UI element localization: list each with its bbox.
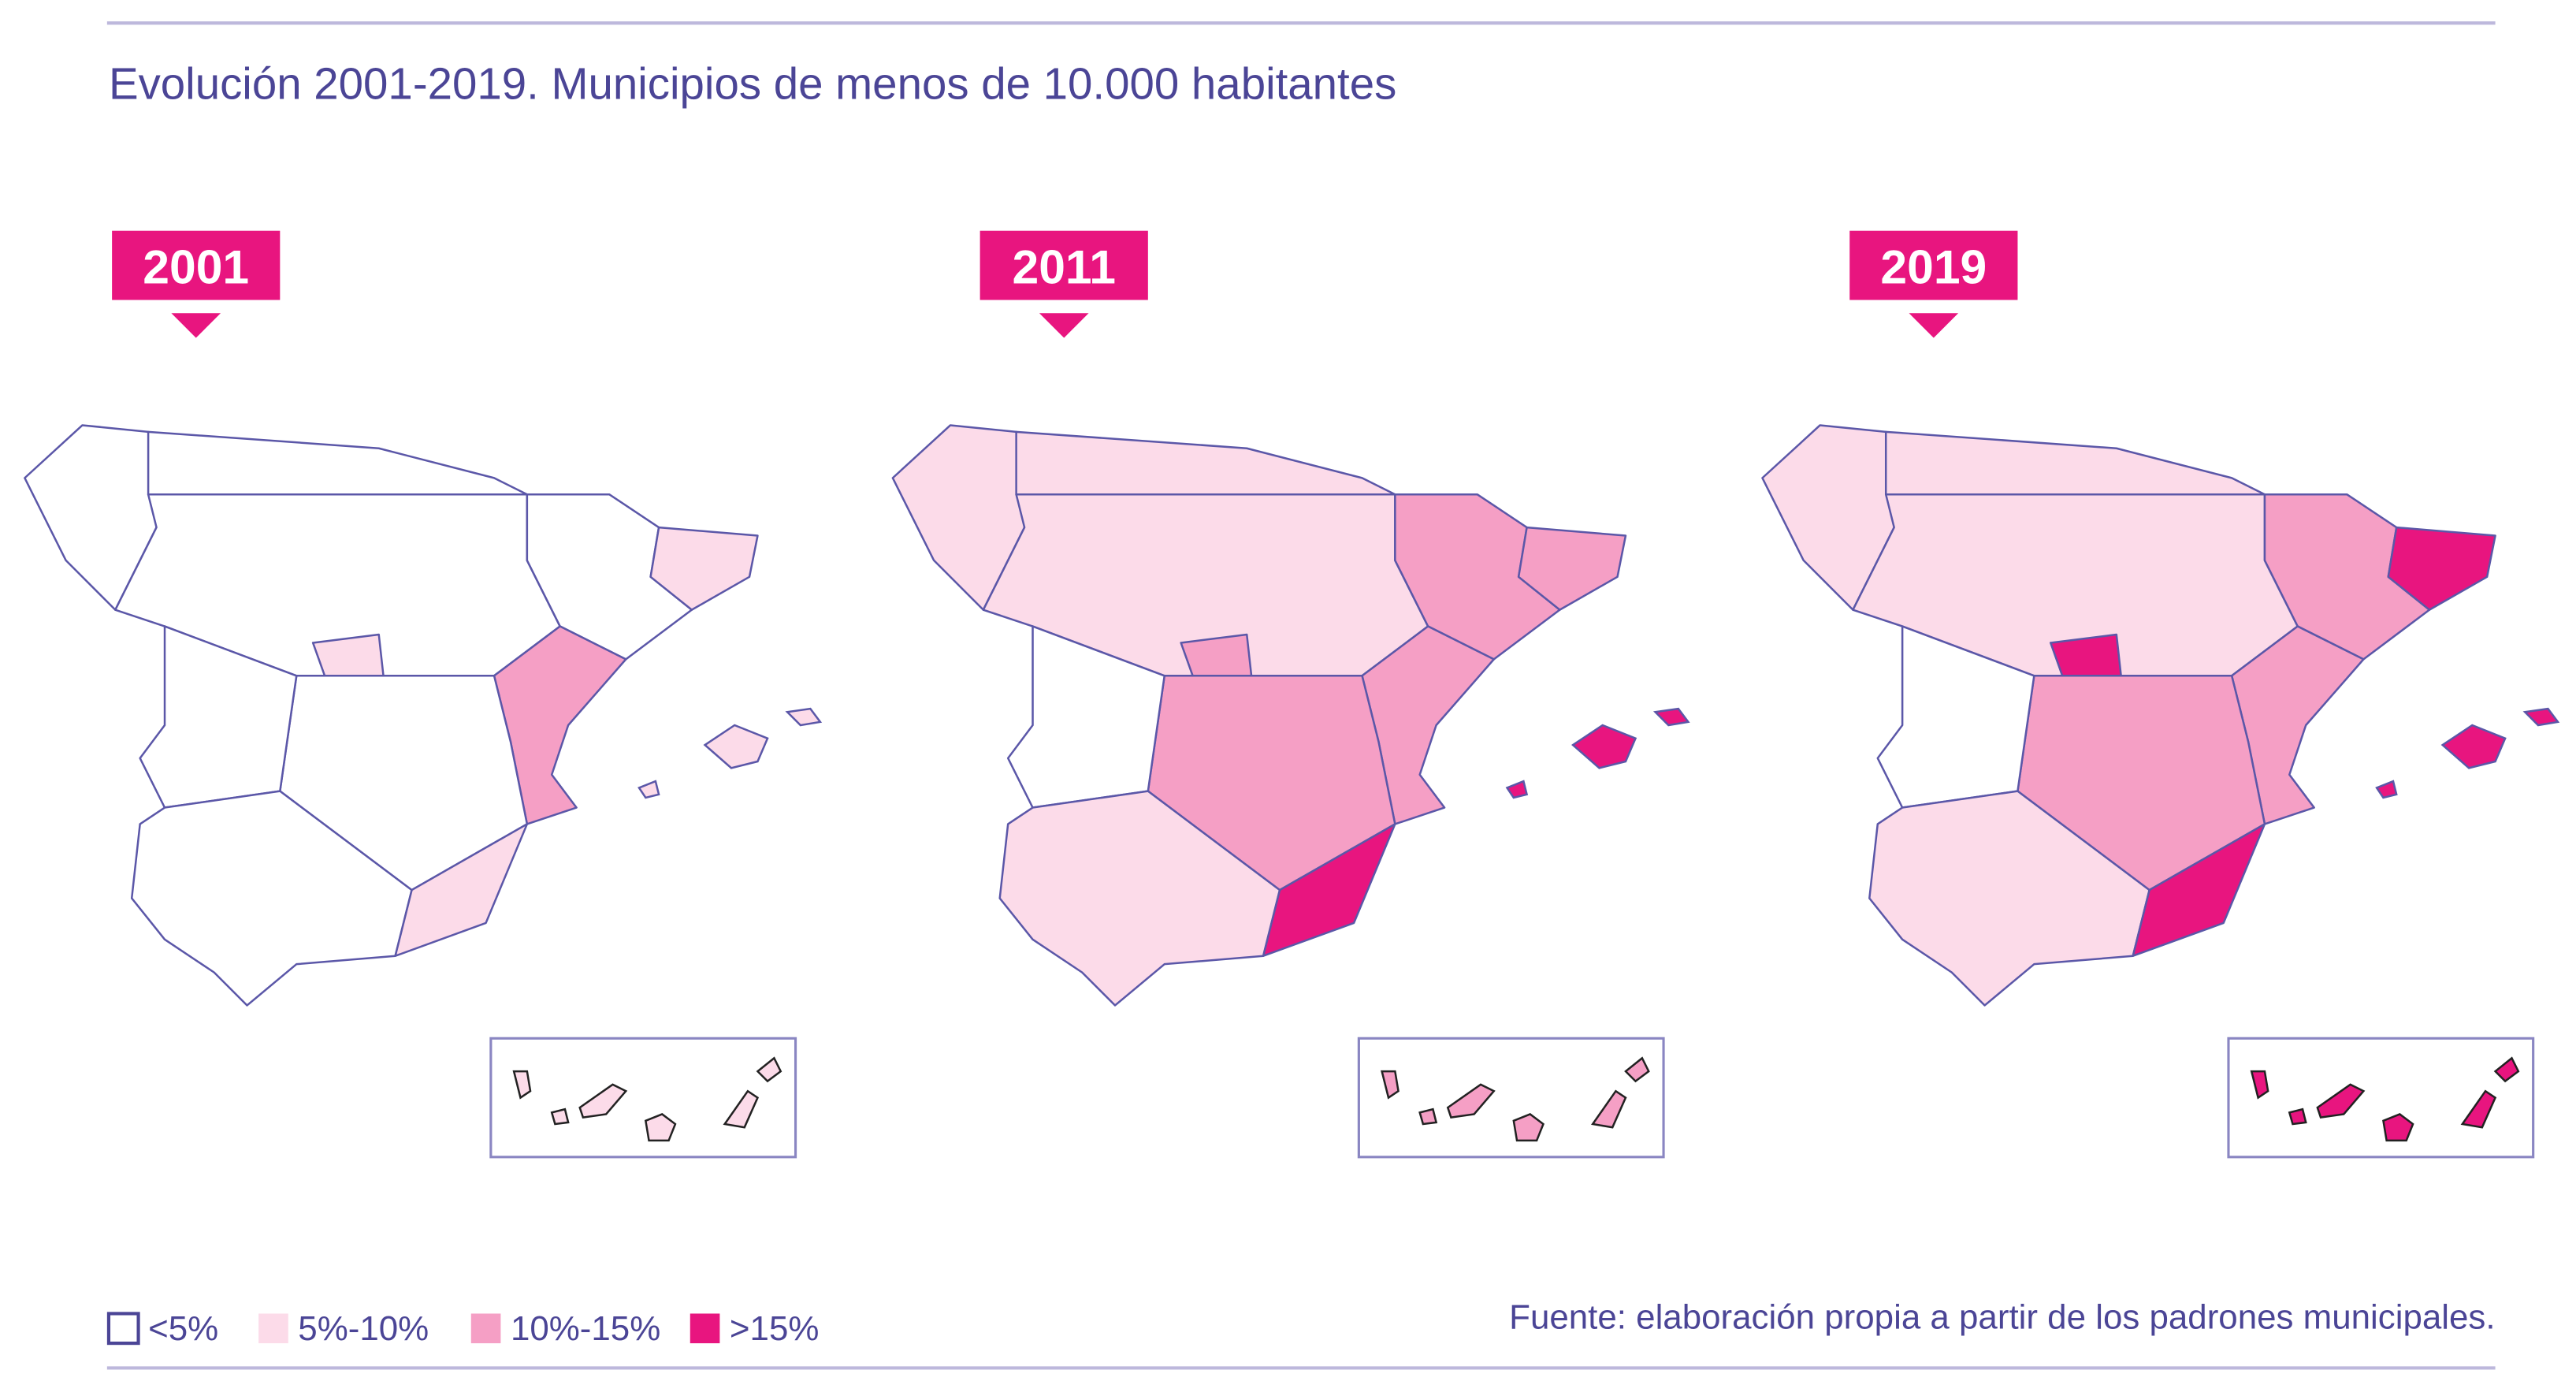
year-label: 2001	[143, 240, 249, 294]
year-label: 2011	[1013, 240, 1116, 294]
region	[2387, 526, 2496, 611]
tag-pointer	[171, 313, 221, 338]
tag-pointer	[1039, 313, 1089, 338]
canary-inset	[1357, 1037, 1665, 1159]
region	[130, 790, 413, 1007]
legend-swatch	[470, 1313, 501, 1344]
canary-inset	[2227, 1037, 2535, 1159]
legend-swatch	[690, 1313, 720, 1344]
source: Fuente: elaboración propia a partir de l…	[1509, 1297, 2495, 1336]
region	[1517, 526, 1627, 611]
region	[649, 526, 759, 611]
legend-label: 10%-15%	[511, 1309, 660, 1348]
map: 2001	[24, 230, 823, 1159]
canary-inset	[489, 1037, 797, 1159]
year-tag	[1849, 230, 2018, 300]
region	[1884, 430, 2266, 496]
legend-label: <5%	[148, 1309, 218, 1348]
canary-islands	[1381, 1056, 1650, 1142]
map: 2019	[1761, 230, 2560, 1159]
canary-islands	[512, 1056, 782, 1142]
canary-islands	[2250, 1056, 2520, 1142]
region	[394, 823, 529, 957]
region	[1868, 790, 2150, 1007]
legend-swatch	[258, 1313, 288, 1344]
title: Evolución 2001-2019. Municipios de menos…	[109, 58, 1396, 108]
legend-label: 5%-10%	[298, 1309, 429, 1348]
year-tag	[979, 230, 1148, 300]
balearic-islands	[1505, 707, 1690, 799]
year-label: 2019	[1880, 240, 1987, 294]
tag-pointer	[1909, 313, 1959, 338]
balearic-islands	[2375, 707, 2560, 799]
legend-label: >15%	[730, 1309, 819, 1348]
legend-swatch	[106, 1312, 140, 1346]
region	[998, 790, 1281, 1007]
region	[2132, 823, 2266, 957]
map: 2011	[891, 230, 1690, 1159]
region	[1015, 430, 1396, 496]
balearic-islands	[637, 707, 823, 799]
region	[1262, 823, 1396, 957]
region	[147, 430, 529, 496]
year-tag	[112, 230, 281, 300]
